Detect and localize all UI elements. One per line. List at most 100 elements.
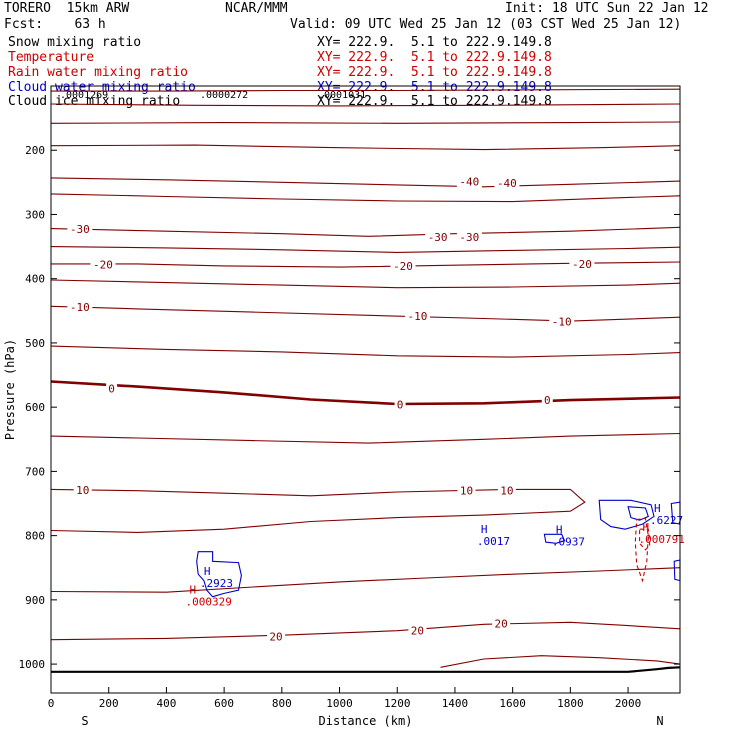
contour-label-12: 0 [397, 399, 404, 412]
cloud-water-contour-2 [598, 499, 655, 530]
y-tick-label-300: 300 [25, 208, 45, 221]
x-tick-label-200: 200 [99, 697, 119, 710]
contour-label-bg-11 [106, 382, 118, 395]
x-tick-label-1200: 1200 [384, 697, 411, 710]
rain-water-contour-0 [634, 517, 649, 583]
contour-label-8: -10 [70, 301, 90, 314]
x-tick-label-1000: 1000 [326, 697, 353, 710]
isotherm-25-17 [440, 655, 681, 668]
contour-label-bg-1 [494, 176, 520, 189]
contour-label-bg-12 [394, 398, 406, 411]
isotherm-0-12 [50, 380, 681, 406]
x-axis-label: Distance (km) [319, 714, 413, 728]
contour-label-layer: -40 -40 -30 -30 -30 -20 -20 -20 -10 -10 -10 0 0 0 10 10… [67, 175, 595, 643]
max-marker-value-0: .2923 [200, 577, 233, 590]
isotherm-minus30-6 [50, 226, 681, 237]
y-tick-label-400: 400 [25, 273, 45, 286]
x-tick-label-0: 0 [48, 697, 55, 710]
forecast-hour: Fcst: 63 h [4, 17, 106, 32]
max-marker-value-2: .0017 [477, 535, 510, 548]
contour-label-15: 10 [460, 485, 473, 498]
isotherm-minus50-0 [51, 88, 681, 92]
contour-label-10: -10 [552, 316, 572, 329]
isotherm-15-15 [50, 567, 681, 593]
x-tick-label-800: 800 [272, 697, 292, 710]
y-tick-label-900: 900 [25, 594, 45, 607]
field-temperature-name: Temperature [8, 50, 95, 65]
contour-label-11: 0 [108, 383, 115, 396]
y-tick-label-1000: 1000 [19, 658, 46, 671]
max-marker-h-0: H [204, 565, 211, 578]
field-snow-xy: XY= 222.9. 5.1 to 222.9.149.8 [317, 35, 552, 50]
terrain-layer [51, 666, 681, 673]
max-marker-value-4: .6227 [650, 514, 683, 527]
field-rain-xy: XY= 222.9. 5.1 to 222.9.149.8 [317, 65, 552, 80]
contour-label-bg-9 [404, 309, 430, 322]
x-tick-label-400: 400 [156, 697, 176, 710]
contour-label-bg-5 [90, 258, 116, 271]
max-marker-h-2: H [481, 523, 488, 536]
org-label: NCAR/MMM [225, 1, 288, 16]
field-rain-name: Rain water mixing ratio [8, 65, 189, 80]
max-marker-h-1: H [189, 583, 196, 596]
x-tick-label-1600: 1600 [499, 697, 526, 710]
x-tick-label-1400: 1400 [442, 697, 469, 710]
x-tick-label-2000: 2000 [615, 697, 642, 710]
contour-label-bg-16 [497, 484, 516, 497]
valid-time: Valid: 09 UTC Wed 25 Jan 12 (03 CST Wed … [290, 17, 682, 32]
isotherm-minus50-1 [50, 103, 681, 107]
cloud-water-contour-1 [543, 533, 566, 544]
contour-label-13: 0 [544, 394, 551, 407]
model-title: TORERO 15km ARW [4, 1, 130, 16]
isotherm-minus15-9 [50, 279, 681, 289]
contour-label-bg-8 [67, 300, 93, 313]
contour-label-bg-7 [569, 257, 595, 270]
isotherm-10-14 [50, 488, 586, 533]
y-axis-label: Pressure (hPa) [3, 339, 17, 440]
contour-label-bg-10 [549, 315, 575, 328]
max-marker-h-3: H [556, 524, 563, 537]
contour-label-3: -30 [428, 231, 448, 244]
overlap-label-2: .0000272 [200, 90, 249, 101]
isotherm-layer [50, 88, 681, 668]
cloud-water-contour-5 [673, 559, 681, 582]
max-marker-h-5: H [642, 521, 649, 534]
max-marker-h-4: H [654, 502, 661, 515]
contour-label-5: -20 [93, 259, 113, 272]
contour-label-bg-6 [390, 259, 416, 272]
field-snow-name: Snow mixing ratio [8, 35, 142, 50]
rain-water-layer [634, 517, 651, 583]
terrain-surface-line [51, 666, 681, 673]
contour-label-bg-0 [456, 175, 482, 188]
contour-label-9: -10 [407, 310, 427, 323]
max-marker-value-5: .000791 [638, 533, 684, 546]
y-tick-label-800: 800 [25, 530, 45, 543]
overlap-label-3: .0001031 [318, 90, 367, 101]
isotherm-minus25-7 [50, 246, 681, 253]
contour-label-7: -20 [572, 258, 592, 271]
endpoint-right-label: N [656, 714, 663, 728]
contour-label-16: 10 [500, 485, 513, 498]
isotherm-minus40-4 [50, 177, 681, 188]
y-tick-label-500: 500 [25, 337, 45, 350]
rain-water-contour-1 [639, 528, 651, 551]
cloud-water-contour-0 [196, 551, 242, 598]
contour-label-bg-2 [67, 223, 93, 236]
contour-label-bg-18 [408, 624, 427, 637]
contour-label-4: -30 [459, 231, 479, 244]
isotherm-5-13 [50, 432, 681, 444]
endpoint-left-label: S [81, 714, 88, 728]
max-marker-value-3: .0937 [552, 536, 585, 549]
cloud-water-layer [196, 499, 681, 598]
contour-label-bg-3 [425, 230, 451, 243]
contour-label-1: -40 [497, 177, 517, 190]
isotherm-minus45-3 [50, 144, 681, 151]
contour-label-bg-15 [457, 484, 476, 497]
contour-label-2: -30 [70, 223, 90, 236]
plot-frame [50, 85, 681, 694]
contour-label-0: -40 [459, 176, 479, 189]
contour-label-bg-19 [492, 617, 511, 630]
